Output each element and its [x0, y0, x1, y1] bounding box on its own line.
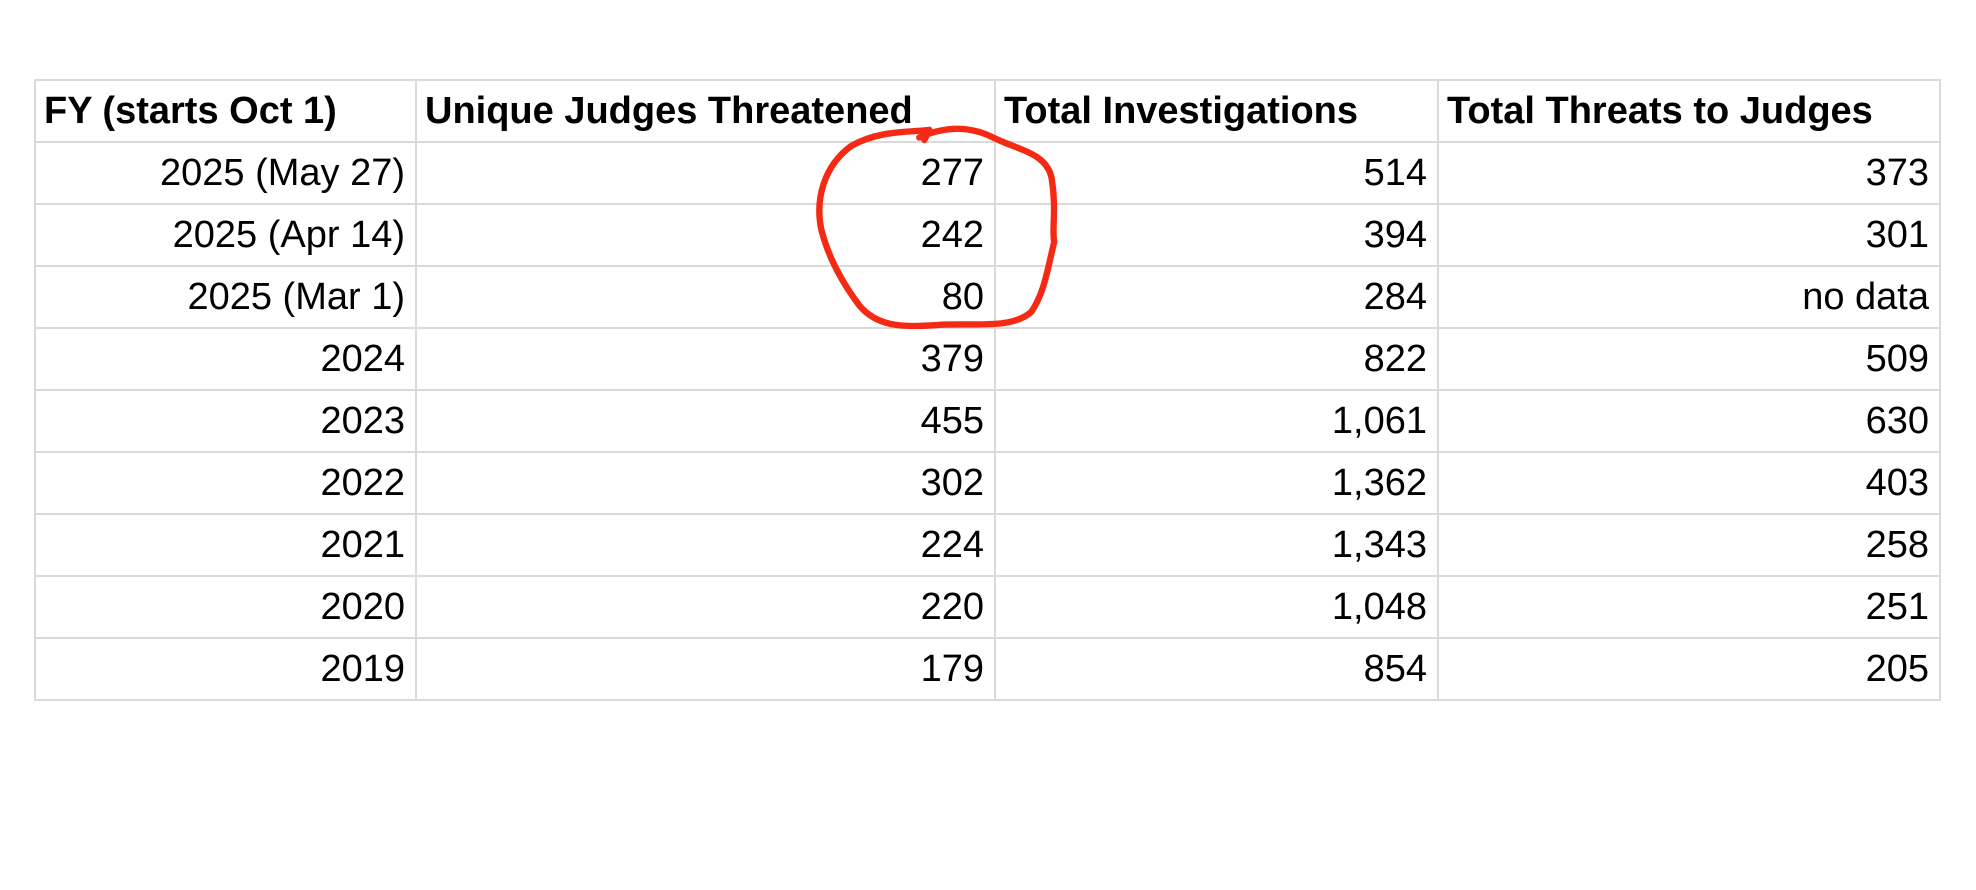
- table-cell: no data: [1437, 265, 1941, 329]
- table-row: 2024 379 822 509: [34, 327, 1941, 391]
- table-cell: 220: [415, 575, 996, 639]
- table-cell: 251: [1437, 575, 1941, 639]
- header-row: FY (starts Oct 1) Unique Judges Threatene…: [34, 79, 1941, 143]
- table-cell: 854: [994, 637, 1439, 701]
- table-cell: 455: [415, 389, 996, 453]
- table-cell: 224: [415, 513, 996, 577]
- table-cell: 1,048: [994, 575, 1439, 639]
- table-cell: 2022: [34, 451, 417, 515]
- table-cell: 1,362: [994, 451, 1439, 515]
- table-cell: 1,343: [994, 513, 1439, 577]
- table-row: 2023 455 1,061 630: [34, 389, 1941, 453]
- table-cell: 2025 (May 27): [34, 141, 417, 205]
- table-cell: 2024: [34, 327, 417, 391]
- table-cell: 80: [415, 265, 996, 329]
- table-cell: 822: [994, 327, 1439, 391]
- table-cell: 277: [415, 141, 996, 205]
- header-cell: Total Investigations: [994, 79, 1439, 143]
- header-cell: Total Threats to Judges: [1437, 79, 1941, 143]
- table-row: 2025 (May 27) 277 514 373: [34, 141, 1941, 205]
- table-row: 2022 302 1,362 403: [34, 451, 1941, 515]
- table-row: 2019 179 854 205: [34, 637, 1941, 701]
- table-cell: 1,061: [994, 389, 1439, 453]
- table-cell: 630: [1437, 389, 1941, 453]
- data-table: FY (starts Oct 1) Unique Judges Threatene…: [34, 79, 1941, 701]
- table-cell: 373: [1437, 141, 1941, 205]
- table-cell: 179: [415, 637, 996, 701]
- table-body: 2025 (May 27) 277 514 373 2025 (Apr 14) 242 39…: [34, 141, 1941, 701]
- table-row: 2025 (Apr 14) 242 394 301: [34, 203, 1941, 267]
- table-cell: 403: [1437, 451, 1941, 515]
- table-row: 2021 224 1,343 258: [34, 513, 1941, 577]
- table-cell: 509: [1437, 327, 1941, 391]
- header-cell: FY (starts Oct 1): [34, 79, 417, 143]
- table-cell: 301: [1437, 203, 1941, 267]
- table-cell: 242: [415, 203, 996, 267]
- table-cell: 514: [994, 141, 1439, 205]
- table-cell: 379: [415, 327, 996, 391]
- table-cell: 2020: [34, 575, 417, 639]
- table-cell: 2023: [34, 389, 417, 453]
- table-row: 2020 220 1,048 251: [34, 575, 1941, 639]
- table-cell: 2021: [34, 513, 417, 577]
- header-cell: Unique Judges Threatened: [415, 79, 996, 143]
- table-cell: 2019: [34, 637, 417, 701]
- table-row: 2025 (Mar 1) 80 284 no data: [34, 265, 1941, 329]
- table-cell: 258: [1437, 513, 1941, 577]
- table-cell: 302: [415, 451, 996, 515]
- table-cell: 2025 (Apr 14): [34, 203, 417, 267]
- table-cell: 284: [994, 265, 1439, 329]
- table-cell: 394: [994, 203, 1439, 267]
- table-cell: 205: [1437, 637, 1941, 701]
- table-cell: 2025 (Mar 1): [34, 265, 417, 329]
